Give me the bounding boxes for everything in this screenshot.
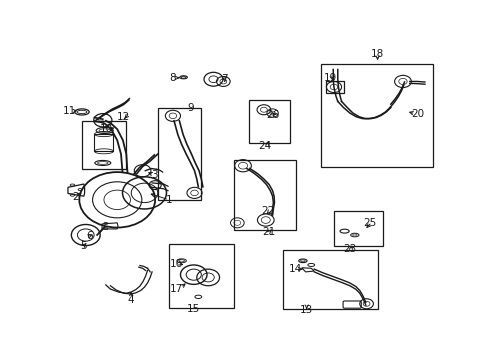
Text: 20: 20 [410, 109, 423, 119]
Bar [282, 250, 377, 309]
Bar [325, 81, 343, 93]
Text: 22: 22 [261, 206, 274, 216]
Text: 18: 18 [370, 49, 384, 59]
Text: 8: 8 [169, 73, 176, 83]
Text: 25: 25 [363, 218, 376, 228]
Text: 24: 24 [258, 141, 271, 151]
Bar [82, 121, 125, 169]
Text: 7: 7 [220, 74, 227, 84]
Bar [169, 244, 233, 308]
Bar [94, 134, 113, 151]
Text: 15: 15 [186, 304, 199, 314]
Text: 26: 26 [265, 110, 279, 120]
Text: 14: 14 [288, 264, 301, 274]
Text: 10: 10 [100, 124, 113, 134]
Text: 9: 9 [187, 103, 194, 113]
Bar [233, 159, 296, 230]
Text: 1: 1 [165, 195, 172, 205]
Text: 3: 3 [150, 170, 157, 180]
Text: 16: 16 [170, 258, 183, 269]
Text: 12: 12 [117, 112, 130, 122]
Text: 13: 13 [300, 305, 313, 315]
Bar [248, 100, 290, 143]
Text: 21: 21 [262, 227, 275, 237]
Text: 19: 19 [323, 73, 336, 83]
Text: 6: 6 [86, 231, 93, 241]
Text: 11: 11 [63, 106, 76, 116]
Bar [333, 211, 383, 246]
Bar [158, 108, 201, 200]
Text: 5: 5 [81, 240, 87, 251]
Bar [320, 64, 432, 167]
Text: 17: 17 [170, 284, 183, 293]
Text: 4: 4 [128, 294, 134, 305]
Text: 23: 23 [343, 244, 356, 254]
Text: 2: 2 [72, 192, 79, 202]
